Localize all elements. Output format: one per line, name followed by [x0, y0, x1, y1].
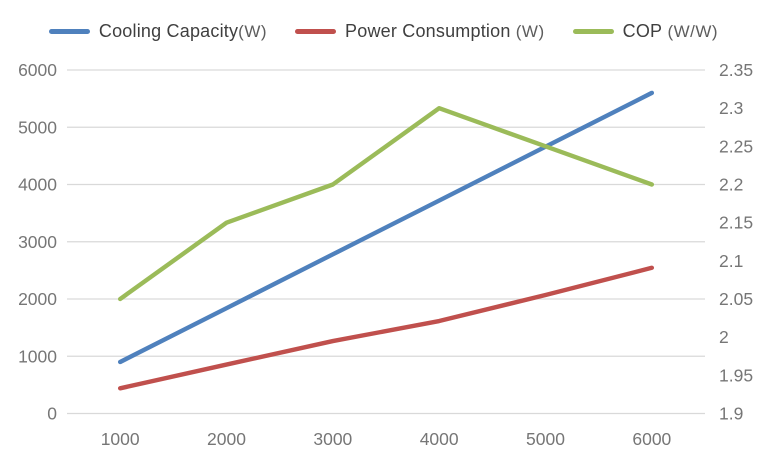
right-axis-tick-label: 2.05: [719, 289, 753, 309]
legend-item-cop: COP (W/W): [572, 21, 719, 42]
cooling-capacity-line-swatch: [48, 29, 90, 34]
left-axis-tick-label: 1000: [18, 346, 57, 366]
left-axis-tick-label: 0: [47, 404, 57, 424]
legend-label: COP: [622, 21, 663, 41]
x-axis-tick-label: 2000: [207, 429, 246, 449]
cop-line-swatch: [572, 29, 614, 34]
left-axis-tick-label: 4000: [18, 175, 57, 195]
legend-item-power-consumption: Power Consumption (W): [295, 21, 545, 42]
chart-legend: Cooling Capacity (W) Power Consumption (W…: [0, 21, 767, 42]
right-axis-tick-label: 2.3: [719, 98, 743, 118]
x-axis-tick-label: 1000: [101, 429, 140, 449]
series-line-cooling-capacity-w: [117, 90, 655, 365]
x-axis-tick-label: 3000: [313, 429, 352, 449]
series-line-cop-w-w: [117, 105, 655, 302]
right-axis-tick-label: 2.15: [719, 213, 753, 233]
right-axis-tick-label: 2.2: [719, 175, 743, 195]
right-axis-tick-label: 2.1: [719, 251, 743, 271]
left-axis-tick-label: 3000: [18, 232, 57, 252]
legend-item-cooling-capacity: Cooling Capacity (W): [48, 21, 268, 42]
legend-unit: (W): [510, 21, 545, 41]
x-axis-tick-label: 5000: [526, 429, 565, 449]
left-axis-tick-label: 5000: [18, 117, 57, 137]
left-axis-tick-label: 2000: [18, 289, 57, 309]
power-consumption-line-swatch: [295, 29, 337, 34]
series-line-power-consumption-w: [117, 265, 655, 391]
legend-label: Power Consumption: [345, 21, 511, 41]
right-axis-tick-label: 1.95: [719, 365, 753, 385]
right-axis-tick-label: 2: [719, 327, 729, 347]
x-axis-tick-label: 6000: [632, 429, 671, 449]
right-axis-tick-label: 2.35: [719, 60, 753, 80]
legend-unit: (W/W): [662, 21, 719, 41]
x-axis-tick-label: 4000: [420, 429, 459, 449]
left-axis-tick-label: 6000: [18, 60, 57, 80]
right-axis-tick-label: 1.9: [719, 404, 743, 424]
legend-unit: (W): [238, 21, 268, 41]
legend-label: Cooling Capacity: [98, 21, 239, 41]
right-axis-tick-label: 2.25: [719, 136, 753, 156]
